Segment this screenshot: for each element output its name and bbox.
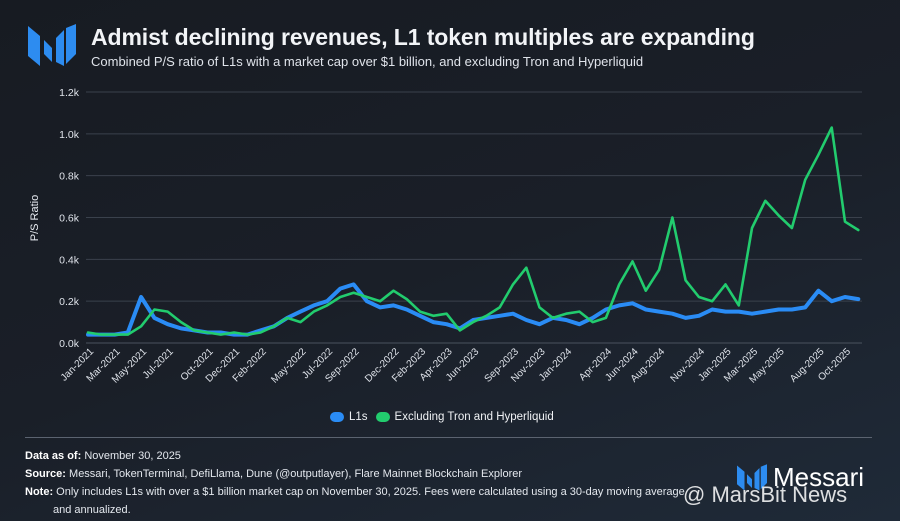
legend-swatch-excluding	[375, 412, 390, 422]
y-tick-label: 0.8k	[59, 171, 80, 183]
y-axis-label: P/S Ratio	[29, 195, 41, 241]
chart: 0.0k0.2k0.4k0.6k0.8k1.0k1.2k P/S Ratio J…	[29, 87, 862, 386]
legend-label-excluding: Excluding Tron and Hyperliquid	[394, 411, 554, 423]
legend-swatch-l1s	[330, 412, 344, 422]
y-tick-label: 0.6k	[59, 213, 80, 225]
data-as-of: Data as of: November 30, 2025	[25, 450, 181, 462]
y-tick-label: 0.0k	[59, 338, 80, 350]
brand-name: Messari	[773, 462, 865, 492]
series-line-excluding	[86, 126, 860, 336]
watermark: @ MarsBit News	[683, 482, 848, 507]
legend-label-l1s: L1s	[349, 411, 368, 423]
messari-brand-icon	[737, 463, 767, 490]
legend-item-excluding[interactable]: Excluding Tron and Hyperliquid	[375, 411, 554, 423]
footer-divider	[25, 437, 872, 438]
note: Note: Only includes L1s with over a $1 b…	[25, 486, 685, 498]
y-tick-label: 1.2k	[59, 87, 80, 99]
legend: L1s Excluding Tron and Hyperliquid	[330, 411, 562, 423]
note-continuation: and annualized.	[53, 504, 131, 516]
chart-subtitle: Combined P/S ratio of L1s with a market …	[91, 54, 644, 69]
series-line-l1s	[86, 282, 861, 337]
y-tick-label: 0.2k	[59, 296, 80, 308]
brand: Messari	[737, 462, 864, 493]
chart-title: Admist declining revenues, L1 token mult…	[91, 24, 755, 50]
source: Source: Messari, TokenTerminal, DefiLlam…	[25, 468, 523, 480]
x-tick-label: May-2022	[269, 346, 309, 386]
y-tick-label: 1.0k	[59, 129, 80, 141]
legend-item-l1s[interactable]: L1s	[330, 411, 368, 423]
messari-logo-icon	[28, 24, 76, 66]
y-tick-label: 0.4k	[59, 254, 80, 266]
footer-notes: Data as of: November 30, 2025 Source: Me…	[25, 447, 725, 519]
